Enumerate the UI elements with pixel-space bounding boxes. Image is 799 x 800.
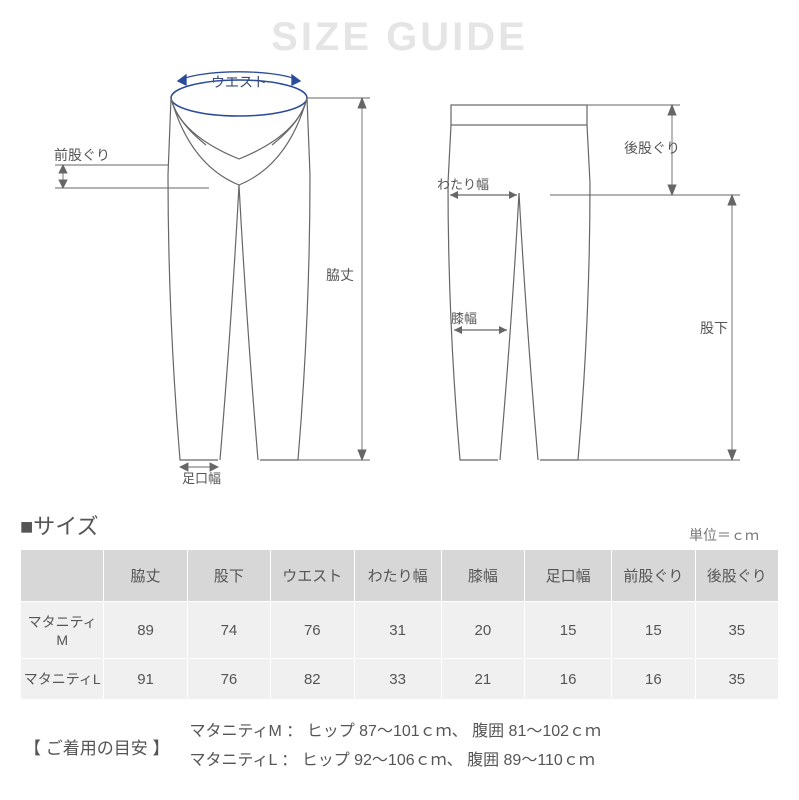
fit-guide: 【 ご着用の目安 】 マタニティM ： ヒップ 87～101ｃｍ、 腹囲 81～… [0, 700, 799, 794]
col-6: 足口幅 [525, 550, 612, 602]
col-1: 脇丈 [104, 550, 187, 602]
cell: 35 [695, 659, 778, 700]
cell: 82 [271, 659, 354, 700]
cell: 21 [441, 659, 524, 700]
label-knee-width: 膝幅 [451, 311, 477, 326]
size-table: 脇丈 股下 ウエスト わたり幅 膝幅 足口幅 前股ぐり 後股ぐり マタニティM … [20, 549, 779, 700]
table-row: マタニティM 89 74 76 31 20 15 15 35 [21, 602, 779, 659]
label-front-rise: 前股ぐり [54, 147, 110, 163]
unit-label: 単位＝ｃｍ [0, 525, 799, 545]
cell: 91 [104, 659, 187, 700]
col-blank [21, 550, 104, 602]
col-2: 股下 [187, 550, 270, 602]
cell: 35 [695, 602, 778, 659]
table-row: マタニティL 91 76 82 33 21 16 16 35 [21, 659, 779, 700]
col-3: ウエスト [271, 550, 354, 602]
cell: 89 [104, 602, 187, 659]
row-label-m: マタニティM [21, 602, 104, 659]
label-leg-opening: 足口幅 [182, 471, 221, 486]
cell: 31 [354, 602, 441, 659]
size-diagram: ウエスト 前股ぐり 脇丈 足口幅 わたり幅 後股ぐり 膝幅 股下 [0, 65, 799, 505]
cell: 33 [354, 659, 441, 700]
label-back-rise: 後股ぐり [624, 140, 680, 156]
size-table-header-row: 脇丈 股下 ウエスト わたり幅 膝幅 足口幅 前股ぐり 後股ぐり [21, 550, 779, 602]
cell: 16 [612, 659, 695, 700]
col-5: 膝幅 [441, 550, 524, 602]
fit-guide-lines: マタニティM ： ヒップ 87～101ｃｍ、 腹囲 81～102ｃｍ マタニティ… [189, 718, 601, 776]
cell: 15 [612, 602, 695, 659]
cell: 76 [187, 659, 270, 700]
row-label-l: マタニティL [21, 659, 104, 700]
cell: 16 [525, 659, 612, 700]
label-inseam: 股下 [700, 320, 728, 336]
fit-line-m: マタニティM ： ヒップ 87～101ｃｍ、 腹囲 81～102ｃｍ [189, 718, 601, 747]
col-4: わたり幅 [354, 550, 441, 602]
diagram-svg: ウエスト 前股ぐり 脇丈 足口幅 わたり幅 後股ぐり 膝幅 股下 [0, 65, 799, 505]
cell: 20 [441, 602, 524, 659]
col-8: 後股ぐり [695, 550, 778, 602]
label-waist: ウエスト [211, 74, 267, 90]
cell: 74 [187, 602, 270, 659]
cell: 15 [525, 602, 612, 659]
fit-guide-label: 【 ご着用の目安 】 [24, 734, 169, 759]
fit-line-l: マタニティL ： ヒップ 92～106ｃｍ、 腹囲 89～110ｃｍ [189, 747, 601, 776]
cell: 76 [271, 602, 354, 659]
col-7: 前股ぐり [612, 550, 695, 602]
page-title: SIZE GUIDE [0, 0, 799, 65]
label-side-length: 脇丈 [326, 267, 354, 283]
label-thigh-width: わたり幅 [437, 177, 489, 192]
